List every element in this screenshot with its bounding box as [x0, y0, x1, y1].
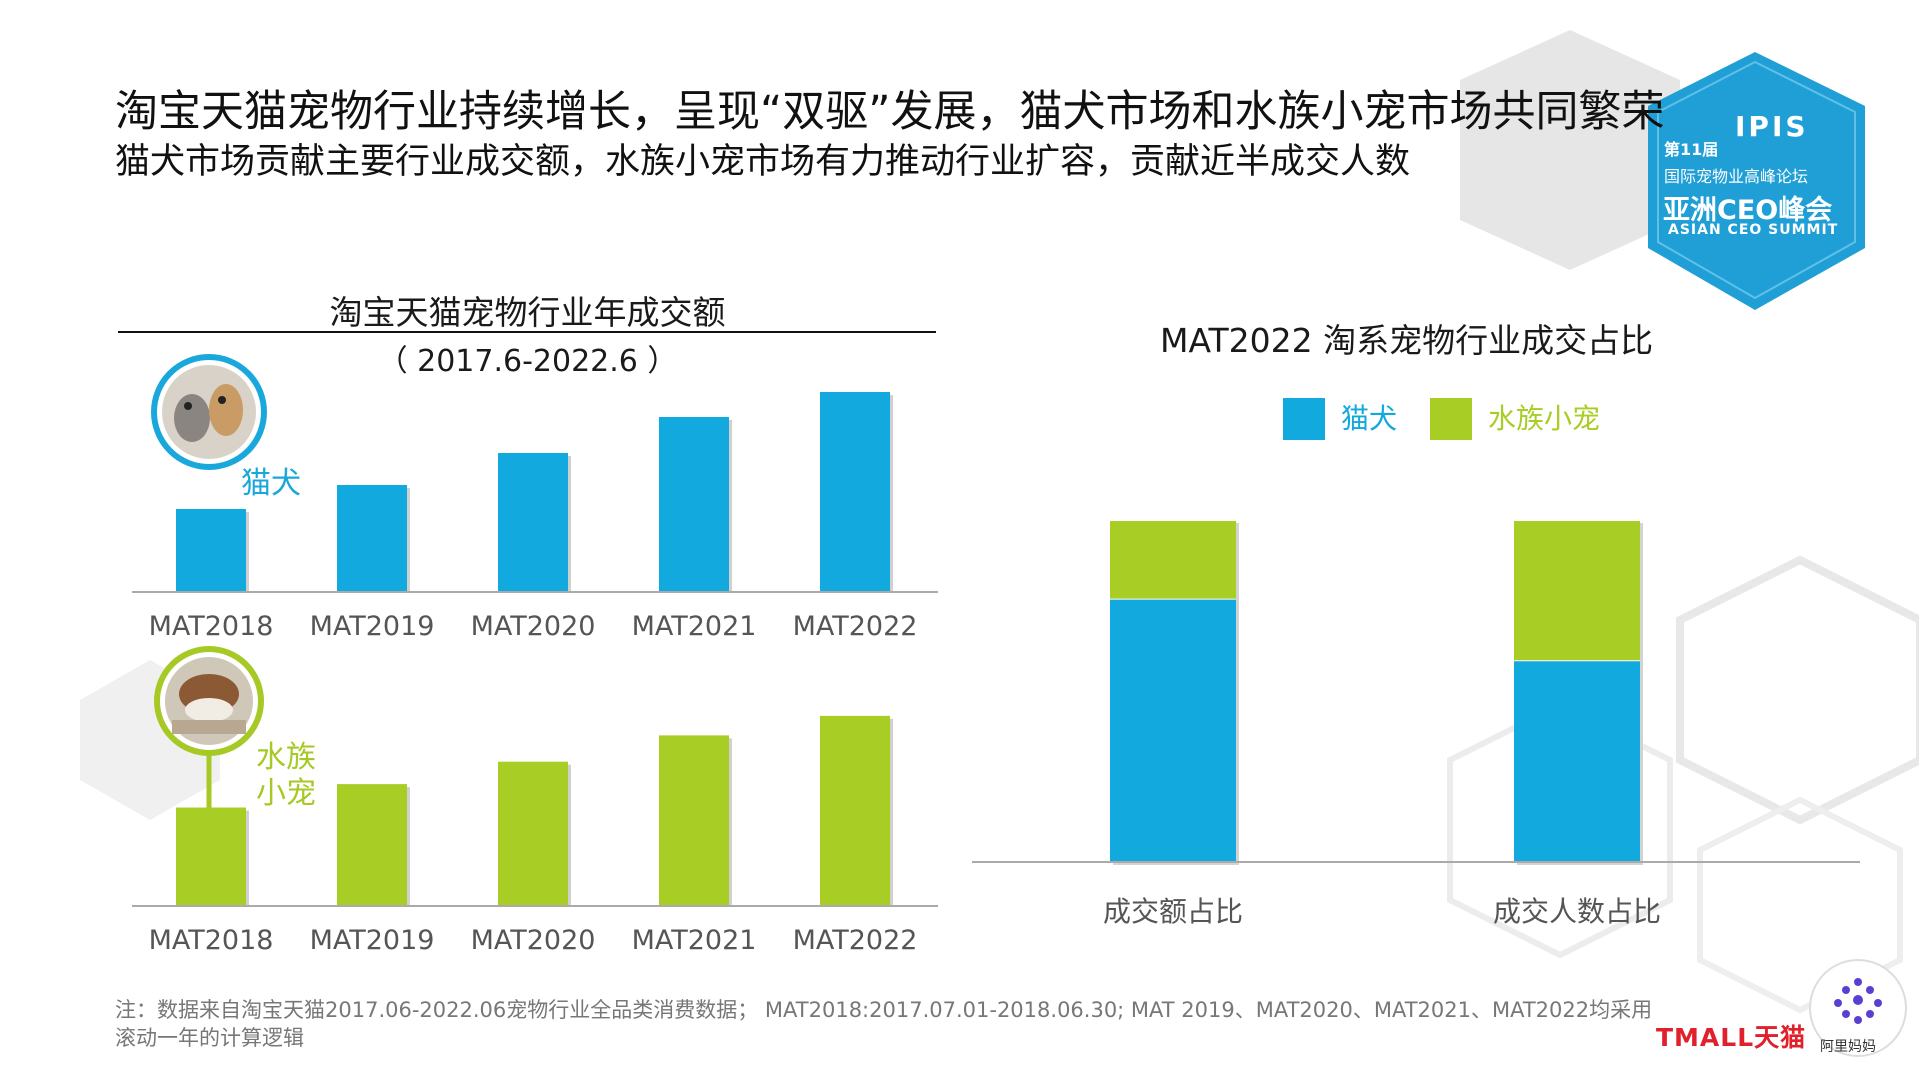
chart1-bar: [337, 485, 407, 592]
chart3-title: MAT2022 淘系宠物行业成交占比: [1160, 321, 1654, 360]
badge-edition: 第11届: [1664, 140, 1719, 159]
chart2-tick-label: MAT2022: [793, 925, 918, 956]
chart1-tick-label: MAT2018: [149, 611, 274, 642]
left-bar-charts: MAT2018 MAT2019 MAT2020 MAT2021 MAT2022 MAT2…: [132, 354, 938, 956]
series-label-aquatic: 水族 小宠: [246, 740, 326, 812]
legend-label-aquatic: 水族小宠: [1488, 402, 1601, 435]
chart1-bar: [659, 417, 729, 592]
chart2-tick-label: MAT2018: [149, 925, 274, 956]
chart3-legend: 猫犬 水族小宠: [1283, 398, 1600, 440]
chart3-tick-label: 成交人数占比: [1493, 895, 1661, 928]
chart1-period: （ 2017.6-2022.6 ）: [377, 344, 678, 379]
chart1-tick-label: MAT2021: [632, 611, 757, 642]
chart3-bar-segment: [1514, 520, 1640, 661]
cat-dog-photo-icon: [151, 354, 267, 470]
chart1-title: 淘宝天猫宠物行业年成交额: [329, 293, 726, 332]
stacked-bar-chart: 成交额占比 成交人数占比: [972, 519, 1860, 928]
alimama-logo-text: 阿里妈妈: [1820, 1039, 1876, 1055]
chart2-bar: [498, 761, 568, 906]
chart1-tick-label: MAT2020: [471, 611, 596, 642]
chart1-bar: [176, 509, 246, 592]
legend-item-cat-dog: 猫犬: [1283, 398, 1397, 440]
chart2-bar: [337, 784, 407, 906]
badge-brand: IPIS: [1735, 110, 1809, 143]
tmall-logo: TMALL天猫: [1656, 1023, 1807, 1052]
series-label-aquatic-line2: 小宠: [256, 776, 316, 811]
chart2-bar: [820, 715, 890, 906]
legend-swatch-aquatic: [1430, 398, 1473, 440]
page-subtitle: 猫犬市场贡献主要行业成交额，水族小宠市场有力推动行业扩容，贡献近半成交人数: [115, 142, 1411, 182]
chart1-bar: [498, 453, 568, 592]
legend-label-cat-dog: 猫犬: [1341, 402, 1398, 435]
legend-item-aquatic: 水族小宠: [1430, 398, 1600, 440]
chart3-bar-segment: [1110, 598, 1236, 862]
chart2-tick-label: MAT2019: [310, 925, 435, 956]
hamster-photo-icon: [154, 646, 264, 808]
chart2-bar: [176, 807, 246, 906]
footnote: 注：数据来自淘宝天猫2017.06-2022.06宠物行业全品类消费数据； MA…: [115, 998, 1653, 1050]
summit-badge: [1648, 52, 1865, 310]
series-label-cat-dog: 猫犬: [241, 466, 301, 501]
chart1-title-rule: [118, 331, 936, 333]
chart2-tick-label: MAT2020: [471, 925, 596, 956]
chart1-tick-label: MAT2022: [793, 611, 918, 642]
badge-title: 亚洲CEO峰会: [1663, 195, 1833, 226]
alimama-logo-icon: [1809, 959, 1907, 1057]
chart3-bar-segment: [1110, 520, 1236, 599]
legend-swatch-cat-dog: [1283, 398, 1325, 440]
series-label-aquatic-line1: 水族: [256, 740, 316, 775]
chart3-tick-label: 成交额占比: [1103, 895, 1243, 928]
chart1-tick-label: MAT2019: [310, 611, 435, 642]
chart2-bar: [659, 735, 729, 906]
chart3-bar-segment: [1514, 660, 1640, 862]
badge-title-en: ASIAN CEO SUMMIT: [1668, 222, 1839, 238]
badge-forum: 国际宠物业高峰论坛: [1664, 167, 1809, 186]
page-title: 淘宝天猫宠物行业持续增长，呈现“双驱”发展，猫犬市场和水族小宠市场共同繁荣: [115, 87, 1665, 137]
chart1-bar: [820, 392, 890, 592]
chart2-tick-label: MAT2021: [632, 925, 757, 956]
